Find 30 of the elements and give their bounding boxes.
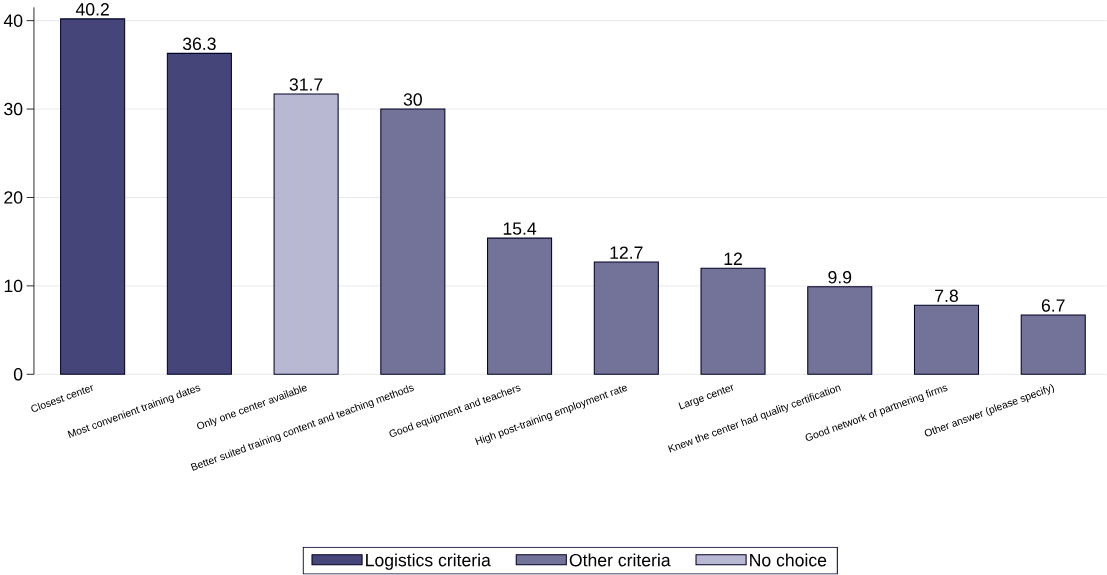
bar bbox=[913, 305, 980, 376]
x-tick-label: Closest center bbox=[31, 385, 93, 413]
bar bbox=[166, 53, 232, 376]
data-label: 7.8 bbox=[935, 289, 958, 303]
bar bbox=[273, 93, 339, 376]
y-tick-label: 40 bbox=[3, 14, 23, 28]
data-label: 12.7 bbox=[610, 246, 643, 259]
legend-label: No choice bbox=[750, 553, 827, 567]
data-label: 15.4 bbox=[503, 222, 537, 236]
data-label: 9.9 bbox=[828, 271, 852, 284]
data-label: 6.7 bbox=[1041, 299, 1065, 312]
data-label: 36.3 bbox=[182, 37, 216, 51]
y-tick-label: 20 bbox=[4, 191, 23, 204]
data-label: 40.2 bbox=[75, 3, 109, 16]
bar bbox=[1020, 314, 1086, 376]
legend-label: Logistics criteria bbox=[366, 553, 491, 571]
y-tick-label: 10 bbox=[4, 279, 23, 293]
bar bbox=[807, 286, 873, 376]
bar bbox=[60, 18, 126, 376]
y-tick-label: 30 bbox=[4, 103, 23, 116]
y-tick-label: 0 bbox=[13, 368, 23, 381]
bar bbox=[593, 261, 659, 376]
bar bbox=[700, 267, 766, 376]
bar bbox=[487, 237, 553, 376]
x-tick-label: Large center bbox=[678, 384, 733, 410]
bar bbox=[380, 108, 446, 376]
data-label: 12 bbox=[724, 252, 742, 266]
legend-label: Other criteria bbox=[569, 553, 671, 567]
data-label: 30 bbox=[403, 93, 422, 106]
data-label: 31.7 bbox=[289, 78, 323, 91]
